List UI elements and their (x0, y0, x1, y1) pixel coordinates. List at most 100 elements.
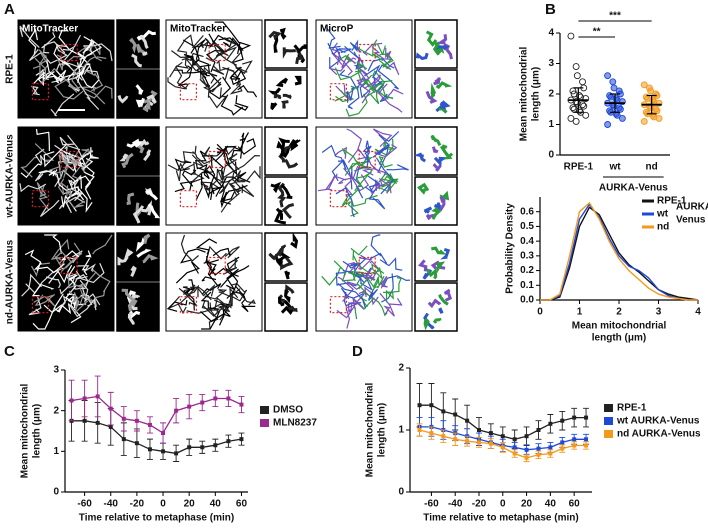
mitochondria (19, 25, 40, 49)
mitochondria (327, 42, 352, 56)
mitochondria (53, 293, 64, 313)
data-point (640, 81, 648, 89)
data-point (582, 111, 590, 119)
mitochondria (440, 248, 451, 260)
mitochondria (203, 81, 222, 98)
x-tick-label: 1 (577, 307, 583, 318)
mitochondria (368, 188, 386, 210)
mitochondria (240, 303, 256, 313)
mitochondria (131, 293, 140, 300)
mitochondria (53, 44, 71, 68)
mitochondria (430, 260, 446, 270)
mitochondria (438, 307, 444, 314)
mitochondria (236, 166, 261, 182)
mitochondria (275, 207, 283, 220)
mitochondria (226, 291, 247, 304)
mitochondria (121, 288, 136, 303)
mitochondria (380, 276, 388, 289)
y-tick-label: 0 (398, 487, 404, 498)
data-point (570, 90, 578, 98)
density-line (540, 202, 698, 301)
x-tick-label: 40 (545, 499, 557, 510)
mitochondria (201, 283, 222, 295)
mitochondria (216, 143, 230, 165)
mitochondria (28, 295, 42, 316)
mitochondria (347, 301, 353, 314)
data-point (604, 72, 612, 80)
mitochondria (279, 27, 287, 40)
mitochondria (68, 176, 82, 189)
micrograph-inset (414, 69, 458, 119)
mitochondria (413, 152, 427, 163)
mitochondria (348, 271, 365, 282)
mitochondria (341, 187, 360, 207)
data-point (572, 117, 580, 125)
micrograph (315, 232, 458, 332)
mitochondria (373, 75, 385, 91)
data-point (618, 114, 626, 122)
mitochondria (58, 154, 81, 166)
y-tick-label: 0.2 (520, 265, 534, 276)
mitochondria (240, 132, 245, 159)
data-point (575, 92, 583, 99)
mitochondria (141, 29, 156, 39)
mitochondria (129, 310, 141, 320)
data-point (655, 114, 663, 122)
mitochondria (65, 277, 78, 305)
mitochondria (68, 290, 89, 314)
micrograph-main (17, 126, 115, 226)
mitochondria (142, 253, 159, 264)
mitochondria (167, 77, 189, 90)
mitochondria (38, 170, 69, 193)
data-point (575, 107, 583, 115)
mitochondria (227, 153, 240, 171)
roi-box (358, 43, 376, 62)
mitochondria (65, 196, 86, 214)
mitochondria (176, 34, 194, 53)
mitochondria (282, 93, 292, 99)
legend-swatch (604, 430, 613, 438)
mitochondria (218, 180, 232, 194)
mitochondria (237, 84, 258, 98)
roi-box (31, 296, 50, 314)
mitochondria (231, 154, 261, 181)
mitochondria (79, 292, 95, 305)
mitochondria (434, 45, 450, 51)
mitochondria (430, 82, 436, 99)
row-label: RPE-1 (5, 54, 16, 84)
mitochondria (356, 67, 376, 89)
mitochondria (56, 70, 81, 83)
mitochondria (20, 163, 42, 179)
micrograph-inset (116, 19, 160, 69)
mitochondria (386, 164, 409, 171)
mitochondria (134, 202, 142, 218)
mitochondria (223, 37, 238, 60)
mitochondria (180, 248, 206, 264)
x-tick-label: 0 (537, 307, 543, 318)
mitochondria (280, 184, 293, 199)
mitochondria (190, 154, 204, 175)
mitochondria (54, 144, 68, 155)
mitochondria (425, 30, 438, 47)
legend-swatch (260, 419, 269, 427)
x-axis-label: Mean mitochondrial (572, 321, 667, 332)
mitochondria (34, 169, 53, 182)
mitochondria (173, 69, 207, 74)
mitochondria (30, 262, 50, 277)
mitochondria (377, 83, 403, 113)
mitochondria (381, 175, 398, 184)
mitochondria (378, 156, 393, 168)
mitochondria (191, 35, 210, 52)
mitochondria (83, 64, 100, 79)
micrograph (315, 19, 458, 119)
mitochondria (204, 289, 228, 300)
roi-box (60, 43, 78, 62)
y-tick-label: 0 (53, 487, 59, 498)
y-tick-label: 0 (548, 150, 554, 161)
roi-box (329, 190, 347, 208)
roi-box (329, 296, 347, 314)
mitochondria (216, 59, 230, 80)
mitochondria (132, 205, 145, 224)
mitochondria (201, 310, 221, 330)
x-tick-label: -20 (472, 499, 487, 510)
